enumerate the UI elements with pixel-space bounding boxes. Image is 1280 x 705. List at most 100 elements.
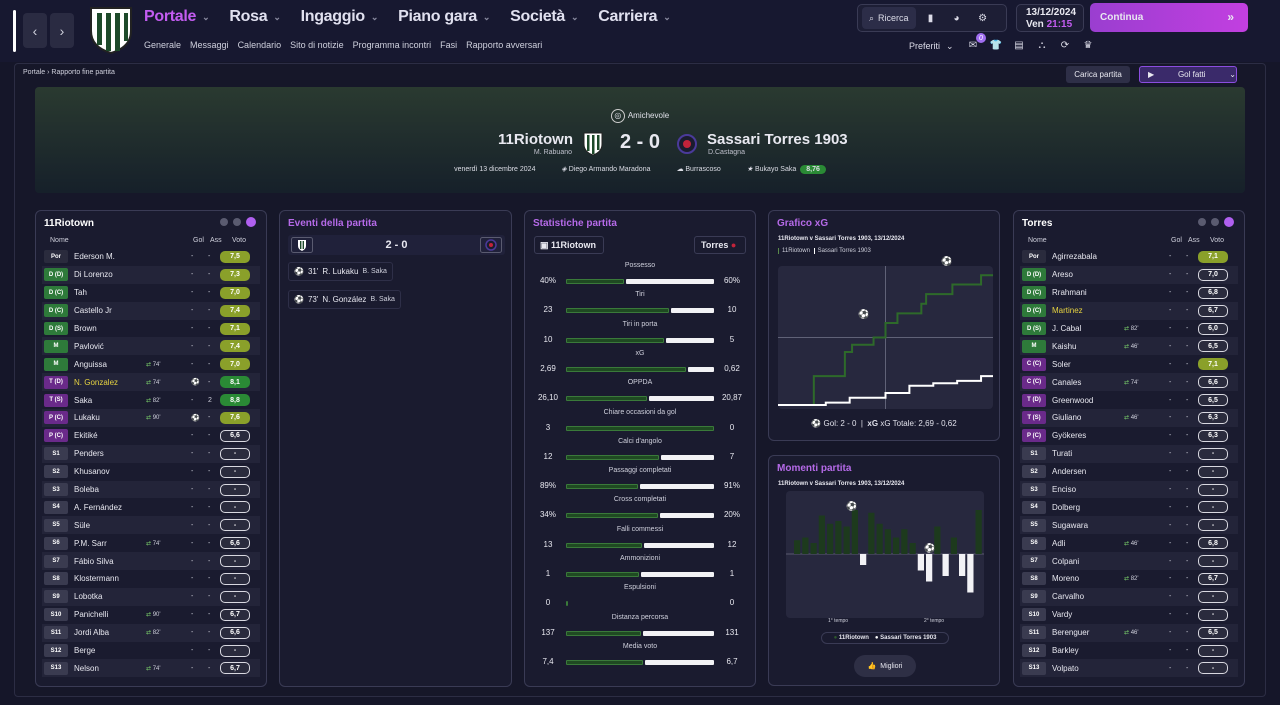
event-scorer[interactable]: N. González xyxy=(322,295,367,304)
player-name[interactable]: N. Gonzalez xyxy=(74,377,119,387)
player-name[interactable]: Moreno xyxy=(1052,574,1080,584)
player-name[interactable]: Giuliano xyxy=(1052,413,1082,423)
player-name[interactable]: Saka xyxy=(74,395,93,405)
player-name[interactable]: Lukaku xyxy=(74,413,100,423)
nav-1[interactable]: Rosa ⌄ xyxy=(229,8,280,26)
trophy-icon[interactable]: ♛ xyxy=(1083,39,1093,51)
subnav-item[interactable]: Programma incontri xyxy=(352,40,432,50)
view-toggle[interactable] xyxy=(220,217,256,227)
player-name[interactable]: Vardy xyxy=(1052,610,1073,620)
nav-4[interactable]: Società ⌄ xyxy=(510,8,578,26)
forward-button[interactable]: › xyxy=(50,13,74,48)
player-row[interactable]: S12 Berge - - - xyxy=(42,642,260,660)
player-name[interactable]: A. Fernández xyxy=(74,502,123,512)
player-name[interactable]: Kaishu xyxy=(1052,341,1077,351)
player-row[interactable]: S13 Volpato - - - xyxy=(1020,659,1238,678)
player-row[interactable]: P (C) Lukaku ⇄ 90' ⚽ - 7,6 xyxy=(42,409,260,427)
player-row[interactable]: S3 Enciso - - - xyxy=(1020,480,1238,499)
player-row[interactable]: T (D) Greenwood - - 6,5 xyxy=(1020,391,1238,409)
view-toggle[interactable] xyxy=(1198,217,1234,227)
player-row[interactable]: S6 P.M. Sarr ⇄ 74' - - 6,6 xyxy=(42,534,260,552)
continue-button[interactable]: Continua » xyxy=(1090,3,1248,32)
event-assist[interactable]: B. Saka xyxy=(370,296,395,303)
player-row[interactable]: D (S) Brown - - 7,1 xyxy=(42,320,260,338)
breadcrumb-root[interactable]: Portale xyxy=(23,69,46,76)
player-name[interactable]: Fábio Silva xyxy=(74,556,114,566)
event-scorer[interactable]: R. Lukaku xyxy=(322,267,359,276)
player-row[interactable]: S7 Colpani - - - xyxy=(1020,552,1238,571)
subnav-item[interactable]: Generale xyxy=(144,40,182,50)
player-name[interactable]: Gyökeres xyxy=(1052,431,1087,441)
subnav-item[interactable]: Calendario xyxy=(237,40,282,50)
player-row[interactable]: T (S) Giuliano ⇄ 46' - - 6,3 xyxy=(1020,409,1238,427)
subnav-item[interactable]: Fasi xyxy=(440,40,458,50)
player-row[interactable]: S1 Penders - - - xyxy=(42,444,260,463)
view-dot[interactable] xyxy=(1211,218,1219,226)
player-row[interactable]: Por Agirrezabala - - 7,1 xyxy=(1020,248,1238,266)
player-name[interactable]: Sugawara xyxy=(1052,520,1089,530)
view-dot-active[interactable] xyxy=(246,217,256,227)
player-name[interactable]: Enciso xyxy=(1052,485,1077,495)
player-name[interactable]: Ekitiké xyxy=(74,431,98,441)
favorites-dropdown[interactable]: Preferiti ⌄ xyxy=(909,41,954,52)
player-name[interactable]: Greenwood xyxy=(1052,395,1094,405)
best-button[interactable]: 👍 Migliori xyxy=(854,655,916,677)
nav-3[interactable]: Piano gara ⌄ xyxy=(398,8,490,26)
player-row[interactable]: T (D) N. Gonzalez ⇄ 74' ⚽ - 8,1 xyxy=(42,373,260,392)
player-name[interactable]: Jordi Alba xyxy=(74,628,110,638)
player-name[interactable]: Boleba xyxy=(74,485,99,495)
player-name[interactable]: Berge xyxy=(74,646,96,656)
player-row[interactable]: S11 Berenguer ⇄ 46' - - 6,5 xyxy=(1020,623,1238,642)
shirt-icon[interactable]: 👕 xyxy=(989,39,1003,51)
home-team-name[interactable]: 11Riotown xyxy=(497,131,573,148)
player-name[interactable]: Brown xyxy=(74,324,97,333)
player-row[interactable]: S1 Turati - - - xyxy=(1020,444,1238,463)
player-row[interactable]: S8 Moreno ⇄ 82' - - 6,7 xyxy=(1020,570,1238,588)
player-name[interactable]: Lobotka xyxy=(74,592,103,602)
nav-0[interactable]: Portale ⌄ xyxy=(144,8,210,26)
subnav-item[interactable]: Sito di notizie xyxy=(290,40,344,50)
bookmark-icon[interactable]: ▮ xyxy=(927,12,934,24)
player-name[interactable]: Andersen xyxy=(1052,467,1087,477)
player-row[interactable]: M Pavlović - - 7,4 xyxy=(42,337,260,356)
player-row[interactable]: C (C) Canales ⇄ 74' - - 6,6 xyxy=(1020,373,1238,392)
player-name[interactable]: Rrahmani xyxy=(1052,288,1087,298)
view-dot[interactable] xyxy=(233,218,241,226)
player-row[interactable]: T (S) Saka ⇄ 82' - 2 8,8 xyxy=(42,391,260,409)
player-name[interactable]: Dolberg xyxy=(1052,502,1081,512)
player-row[interactable]: S8 Klostermann - - - xyxy=(42,570,260,588)
away-team-name[interactable]: Sassari Torres 1903 xyxy=(707,131,848,148)
player-row[interactable]: S5 Sugawara - - - xyxy=(1020,516,1238,535)
player-name[interactable]: Panichelli xyxy=(74,610,109,620)
search-button[interactable]: ⌕ Ricerca xyxy=(862,7,916,29)
player-name[interactable]: Ederson M. xyxy=(74,252,115,262)
chat-icon[interactable]: ✉ 0 xyxy=(966,33,986,52)
player-row[interactable]: D (C) Tah - - 7,0 xyxy=(42,284,260,302)
view-dot-active[interactable] xyxy=(1224,217,1234,227)
player-row[interactable]: P (C) Ekitiké - - 6,6 xyxy=(42,427,260,445)
player-row[interactable]: D (D) Areso - - 7,0 xyxy=(1020,265,1238,284)
player-row[interactable]: S6 Adli ⇄ 46' - - 6,8 xyxy=(1020,534,1238,552)
player-name[interactable]: Colpani xyxy=(1052,556,1080,566)
player-row[interactable]: S7 Fábio Silva - - - xyxy=(42,552,260,571)
player-row[interactable]: S3 Boleba - - - xyxy=(42,480,260,499)
tactics-icon[interactable]: ⛬ xyxy=(1038,39,1046,51)
player-row[interactable]: M Kaishu ⇄ 46' - - 6,5 xyxy=(1020,337,1238,356)
player-row[interactable]: P (C) Gyökeres - - 6,3 xyxy=(1020,427,1238,445)
goals-dropdown[interactable]: ▶ Gol fatti ⌄ xyxy=(1139,66,1237,83)
view-dot[interactable] xyxy=(1198,218,1206,226)
player-name[interactable]: P.M. Sarr xyxy=(74,538,107,548)
player-name[interactable]: Areso xyxy=(1052,270,1073,280)
player-row[interactable]: D (C) Castello Jr - - 7,4 xyxy=(42,301,260,320)
load-match-button[interactable]: Carica partita xyxy=(1066,66,1130,83)
nav-2[interactable]: Ingaggio ⌄ xyxy=(301,8,379,26)
player-row[interactable]: S5 Süle - - - xyxy=(42,516,260,535)
player-name[interactable]: Nelson xyxy=(74,663,99,673)
player-row[interactable]: S4 A. Fernández - - - xyxy=(42,498,260,516)
player-row[interactable]: S2 Andersen - - - xyxy=(1020,463,1238,481)
clipboard-icon[interactable]: ▤ xyxy=(1014,39,1024,51)
transfer-icon[interactable]: ⟳ xyxy=(1060,39,1070,51)
event-item[interactable]: ⚽ 31' R. Lukaku B. Saka xyxy=(288,262,393,281)
player-name[interactable]: J. Cabal xyxy=(1052,324,1082,333)
player-row[interactable]: S10 Panichelli ⇄ 90' - - 6,7 xyxy=(42,606,260,624)
